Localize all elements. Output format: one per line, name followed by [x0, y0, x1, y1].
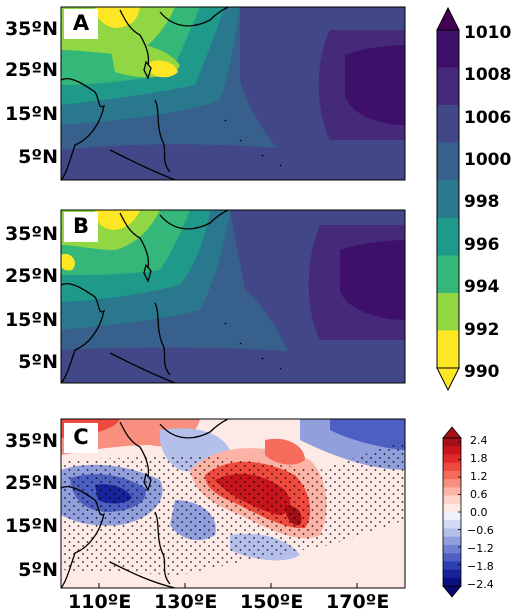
- anomaly-swatch: [443, 446, 461, 455]
- anomaly-swatch: [443, 454, 461, 463]
- colorbar-swatch: [437, 142, 459, 181]
- anomaly-swatch: [443, 569, 461, 579]
- anomaly-colorbar: [442, 426, 462, 598]
- panel-b-frame: [60, 209, 406, 384]
- lat-label: 15ºN: [4, 309, 58, 331]
- anomaly-tick-label: 1.8: [470, 452, 488, 465]
- colorbar-tick-label: 1000: [464, 150, 512, 170]
- colorbar-tick-label: 1006: [464, 108, 512, 128]
- panel-b-map: [61, 210, 405, 383]
- anomaly-tick-label: −1.2: [467, 542, 494, 555]
- anomaly-swatch: [443, 528, 461, 537]
- anomaly-swatch: [443, 536, 461, 546]
- panel-a-map: [61, 7, 405, 180]
- colorbar-tick-label: 1008: [464, 65, 512, 85]
- anomaly-swatch: [443, 544, 461, 554]
- lat-label: 35ºN: [4, 223, 58, 245]
- panel-letter-c: C: [64, 423, 98, 453]
- colorbar-swatch: [437, 255, 459, 294]
- lat-label: 15ºN: [4, 103, 58, 125]
- anomaly-swatch: [443, 438, 461, 447]
- colorbar-swatch: [437, 217, 459, 256]
- lat-label: 15ºN: [4, 515, 58, 537]
- lon-label: 130ºE: [154, 591, 218, 613]
- anomaly-tick-label: −2.4: [467, 578, 494, 591]
- panel-letter-b: B: [64, 212, 98, 242]
- colorbar-swatch: [437, 67, 459, 106]
- panel-a-frame: [60, 6, 406, 181]
- anomaly-swatch: [443, 512, 461, 521]
- colorbar-swatch: [437, 180, 459, 219]
- lat-label: 35ºN: [4, 430, 58, 452]
- anomaly-tick-label: 1.2: [470, 470, 488, 483]
- colorbar-tick-label: 1010: [464, 23, 512, 43]
- anomaly-swatch: [443, 577, 461, 587]
- anomaly-tick-label: 0.6: [470, 488, 488, 501]
- anomaly-swatch: [443, 561, 461, 570]
- anomaly-tick-label: 0.0: [470, 506, 488, 519]
- anomaly-bottom-arrow: [442, 585, 462, 598]
- anomaly-swatch: [443, 503, 461, 513]
- lon-label: 150ºE: [240, 591, 304, 613]
- colorbar-tick-label: 998: [464, 192, 500, 212]
- colorbar-tick-label: 996: [464, 235, 500, 255]
- colorbar-tick-label: 994: [464, 277, 500, 297]
- colorbar-swatch: [437, 330, 459, 369]
- lon-label: 110ºE: [68, 591, 132, 613]
- pressure-colorbar: [436, 6, 460, 392]
- lon-ticks: [98, 583, 358, 588]
- lon-label: 170ºE: [326, 591, 390, 613]
- panel-letter-a: A: [64, 9, 98, 39]
- anomaly-tick-label: −0.6: [467, 524, 494, 537]
- lat-label: 25ºN: [4, 472, 58, 494]
- colorbar-outline: [436, 29, 460, 369]
- panel-c-frame: [60, 418, 406, 589]
- colorbar-tick-label: 990: [464, 362, 500, 382]
- anomaly-swatch: [443, 479, 461, 488]
- colorbar-swatch: [437, 105, 459, 143]
- lat-label: 5ºN: [18, 559, 58, 581]
- panel-c-map: [61, 419, 405, 588]
- colorbar-bottom-arrow: [436, 367, 460, 392]
- lat-label: 5ºN: [18, 351, 58, 373]
- anomaly-swatch: [443, 520, 461, 529]
- anomaly-swatch: [443, 470, 461, 480]
- lat-label: 35ºN: [4, 18, 58, 40]
- colorbar-swatch: [437, 30, 459, 68]
- lat-label: 25ºN: [4, 59, 58, 81]
- lat-label: 25ºN: [4, 265, 58, 287]
- lat-label: 5ºN: [18, 146, 58, 168]
- anomaly-swatch: [443, 487, 461, 496]
- anomaly-tick-label: −1.8: [467, 560, 494, 573]
- anomaly-top-arrow: [442, 426, 462, 439]
- anomaly-swatch: [443, 462, 461, 472]
- colorbar-tick-label: 992: [464, 320, 500, 340]
- colorbar-top-arrow: [436, 6, 460, 31]
- anomaly-tick-label: 2.4: [470, 434, 488, 447]
- anomaly-swatch: [443, 553, 461, 562]
- colorbar-swatch: [437, 292, 459, 331]
- anomaly-swatch: [443, 495, 461, 505]
